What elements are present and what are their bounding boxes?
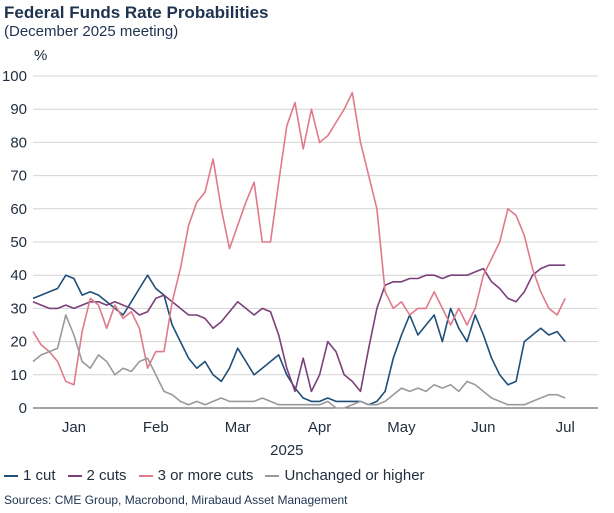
legend-item: Unchanged or higher	[265, 467, 425, 484]
y-tick-label: 50	[10, 234, 27, 251]
y-axis-label: %	[34, 47, 47, 64]
x-axis-label: 2025	[270, 442, 303, 459]
y-tick-label: 20	[10, 334, 27, 351]
x-tick-label: Mar	[225, 419, 251, 436]
legend-label: Unchanged or higher	[284, 467, 425, 484]
legend-swatch	[265, 474, 280, 477]
series-line-3-or-more-cuts	[32, 91, 566, 386]
x-tick-label: Jun	[471, 419, 495, 436]
source-note: Sources: CME Group, Macrobond, Mirabaud …	[4, 493, 348, 507]
legend-item: 3 or more cuts	[138, 467, 254, 484]
legend-swatch	[4, 474, 18, 477]
y-tick-label: 10	[10, 367, 27, 384]
legend-swatch	[67, 474, 82, 477]
y-tick-label: 0	[19, 400, 27, 417]
legend: 1 cut 2 cuts 3 or more cuts Unchanged or hi…	[4, 467, 437, 484]
x-tick-label: Jan	[62, 419, 86, 436]
series-line-2-cuts	[32, 264, 566, 393]
legend-label: 2 cuts	[86, 467, 127, 484]
y-tick-label: 60	[10, 201, 27, 218]
legend-item: 2 cuts	[67, 467, 127, 484]
legend-swatch	[138, 474, 153, 477]
series-line-unchanged-or-higher	[32, 314, 566, 409]
legend-item: 1 cut	[4, 467, 56, 484]
y-tick-label: 70	[10, 168, 27, 185]
legend-label: 1 cut	[23, 467, 56, 484]
x-tick-label: Apr	[308, 419, 331, 436]
y-tick-label: 30	[10, 300, 27, 317]
x-tick-label: Jul	[556, 419, 575, 436]
series-line-1-cut	[32, 274, 566, 406]
x-tick-label: Feb	[143, 419, 169, 436]
chart-title: Federal Funds Rate Probabilities	[4, 3, 269, 22]
y-tick-label: 100	[2, 68, 27, 85]
chart: 0 10 20 30 40 50 60 70 80 90 100% Jan Feb Mar Apr May J…	[2, 47, 598, 459]
legend-label: 3 or more cuts	[157, 467, 254, 484]
chart-subtitle: (December 2025 meeting)	[4, 23, 179, 40]
y-tick-label: 90	[10, 101, 27, 118]
x-tick-label: May	[387, 419, 416, 436]
y-tick-label: 40	[10, 267, 27, 284]
y-tick-label: 80	[10, 134, 27, 151]
